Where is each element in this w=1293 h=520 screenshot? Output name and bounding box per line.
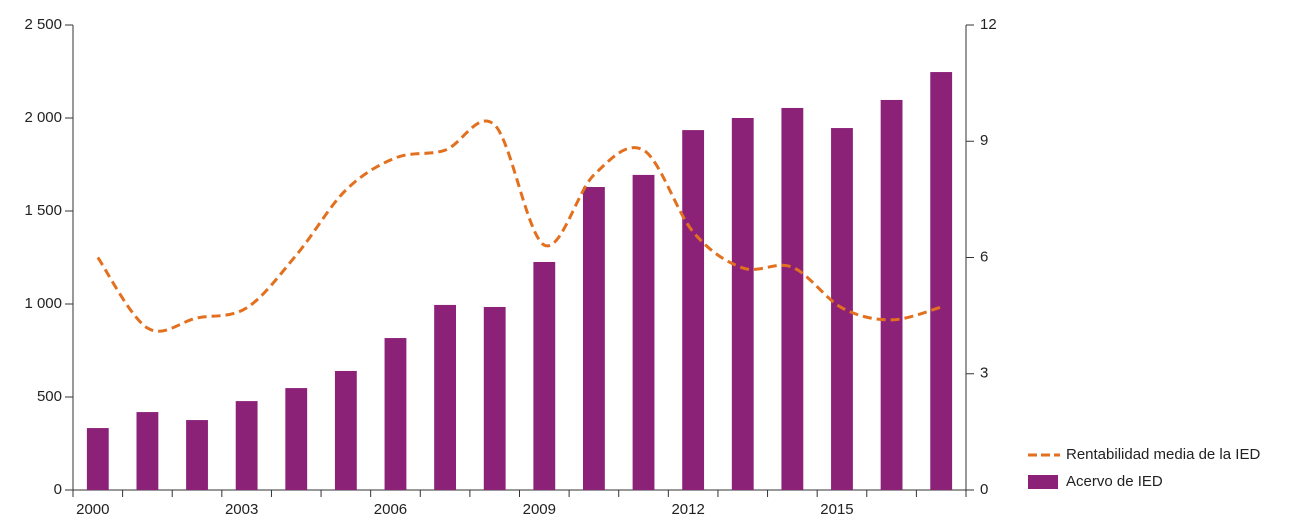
legend-label: Rentabilidad media de la IED — [1066, 446, 1260, 463]
bar — [434, 304, 456, 490]
x-tick-label: 2015 — [820, 501, 853, 518]
bar — [533, 261, 556, 490]
bar — [632, 174, 655, 490]
line — [96, 119, 942, 333]
x-tick-label: 2000 — [76, 501, 109, 518]
y-tick-label: 1 000 — [24, 295, 62, 312]
bar — [384, 338, 407, 490]
bar — [136, 412, 159, 490]
x-tick-label: 2012 — [671, 501, 704, 518]
bar — [583, 187, 605, 491]
bar — [235, 401, 258, 490]
bar — [930, 72, 953, 491]
bar — [682, 130, 705, 490]
y2-tick-label: 9 — [980, 132, 988, 149]
bar — [86, 428, 109, 490]
bar — [285, 388, 308, 490]
x-tick-label: 2003 — [225, 501, 258, 518]
y-tick-label: 500 — [37, 388, 62, 405]
bar — [483, 306, 506, 490]
y-tick-label: 1 500 — [24, 202, 62, 219]
y2-tick-label: 0 — [980, 481, 988, 498]
bar — [880, 99, 903, 490]
y-tick-label: 0 — [54, 481, 62, 498]
legend-swatch — [1028, 475, 1058, 489]
x-tick-label: 2009 — [523, 501, 556, 518]
bar — [781, 107, 804, 491]
y-tick-label: 2 500 — [24, 16, 62, 33]
legend-label: Acervo de IED — [1066, 473, 1163, 490]
bar — [186, 420, 208, 490]
bar — [334, 370, 357, 490]
y2-tick-label: 6 — [980, 248, 988, 265]
y2-tick-label: 12 — [980, 16, 997, 33]
y2-tick-label: 3 — [980, 365, 988, 382]
y-tick-label: 2 000 — [24, 109, 62, 126]
bar — [731, 118, 754, 490]
x-tick-label: 2006 — [374, 501, 407, 518]
